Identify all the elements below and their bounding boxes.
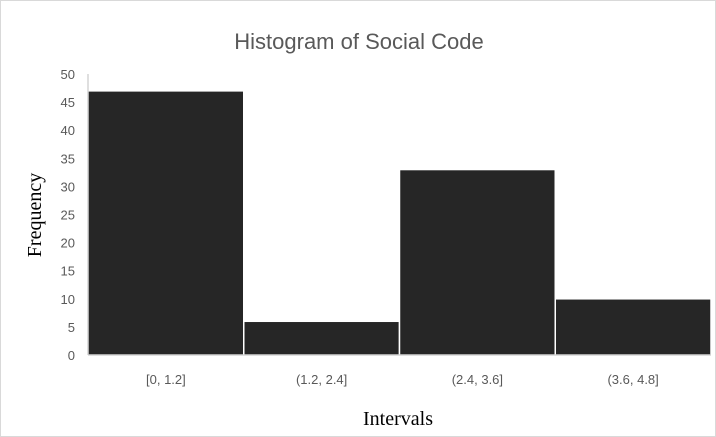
x-tick-label: [0, 1.2] xyxy=(146,372,186,387)
y-tick-label: 25 xyxy=(61,208,75,223)
y-tick-label: 30 xyxy=(61,179,75,194)
y-tick-label: 40 xyxy=(61,123,75,138)
chart-title: Histogram of Social Code xyxy=(234,29,483,54)
x-tick-label: (1.2, 2.4] xyxy=(296,372,347,387)
y-tick-label: 10 xyxy=(61,292,75,307)
y-tick-label: 0 xyxy=(68,348,75,363)
y-tick-label: 45 xyxy=(61,95,75,110)
x-tick-label: (2.4, 3.6] xyxy=(452,372,503,387)
bar-2 xyxy=(243,320,401,356)
bar-4 xyxy=(554,298,712,356)
y-axis-ticks: 0 5 10 15 20 25 30 35 40 45 50 xyxy=(61,67,75,363)
y-tick-label: 15 xyxy=(61,264,75,279)
y-tick-label: 50 xyxy=(61,67,75,82)
bar-3 xyxy=(398,168,556,356)
y-tick-label: 35 xyxy=(61,151,75,166)
y-tick-label: 5 xyxy=(68,320,75,335)
x-tick-label: (3.6, 4.8] xyxy=(607,372,658,387)
bars-group xyxy=(87,90,712,356)
x-axis-label: Intervals xyxy=(363,408,433,430)
y-axis-label: Frequency xyxy=(24,173,46,257)
bar-1 xyxy=(87,90,245,356)
x-axis-ticks: [0, 1.2] (1.2, 2.4] (2.4, 3.6] (3.6, 4.8] xyxy=(146,372,659,387)
y-tick-label: 20 xyxy=(61,236,75,251)
